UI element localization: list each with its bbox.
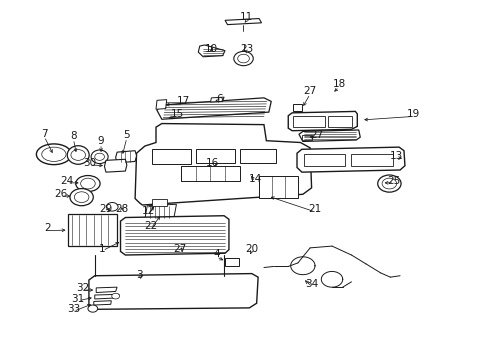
- Ellipse shape: [76, 176, 100, 192]
- Text: 34: 34: [305, 279, 318, 289]
- Bar: [351, 154, 392, 166]
- Circle shape: [381, 178, 396, 189]
- Polygon shape: [298, 130, 360, 141]
- Polygon shape: [198, 45, 224, 57]
- Text: 10: 10: [204, 44, 218, 54]
- Bar: [181, 166, 239, 181]
- Polygon shape: [287, 111, 357, 131]
- Polygon shape: [224, 18, 261, 24]
- Polygon shape: [156, 100, 166, 109]
- Text: 27: 27: [309, 130, 323, 140]
- Text: 1: 1: [99, 244, 105, 253]
- Circle shape: [233, 51, 253, 66]
- Polygon shape: [95, 294, 119, 299]
- Ellipse shape: [67, 146, 89, 164]
- Bar: [152, 199, 166, 206]
- Text: 6: 6: [216, 94, 222, 104]
- Text: 32: 32: [76, 283, 89, 293]
- Text: 33: 33: [66, 304, 80, 314]
- Polygon shape: [144, 204, 176, 219]
- Text: 25: 25: [387, 176, 400, 186]
- Text: 8: 8: [70, 131, 77, 141]
- Polygon shape: [116, 151, 136, 163]
- Text: 20: 20: [244, 244, 258, 253]
- Text: 21: 21: [308, 204, 321, 214]
- Bar: [224, 257, 238, 266]
- Bar: [196, 149, 234, 163]
- Text: 9: 9: [98, 136, 104, 147]
- Text: 28: 28: [115, 204, 128, 214]
- Text: 24: 24: [61, 176, 74, 186]
- Text: 2: 2: [44, 223, 51, 233]
- Text: 16: 16: [206, 158, 219, 168]
- Polygon shape: [296, 147, 404, 172]
- Bar: [292, 104, 301, 111]
- Text: 18: 18: [332, 79, 345, 89]
- Bar: [303, 154, 345, 166]
- Text: 4: 4: [213, 249, 219, 259]
- Text: 12: 12: [142, 206, 155, 216]
- Ellipse shape: [41, 147, 66, 161]
- Text: 27: 27: [303, 86, 316, 96]
- Text: 23: 23: [240, 44, 253, 54]
- Bar: [292, 116, 324, 127]
- Text: 19: 19: [406, 109, 420, 119]
- Text: 30: 30: [83, 158, 96, 168]
- Circle shape: [74, 192, 89, 203]
- Circle shape: [71, 150, 85, 160]
- Bar: [259, 176, 297, 198]
- Polygon shape: [157, 98, 271, 119]
- Polygon shape: [89, 274, 258, 309]
- Text: 26: 26: [54, 189, 67, 199]
- Text: 29: 29: [99, 204, 112, 214]
- Text: 14: 14: [248, 174, 261, 184]
- Circle shape: [88, 305, 98, 312]
- Polygon shape: [120, 216, 228, 255]
- Text: 31: 31: [71, 294, 84, 303]
- Text: 27: 27: [173, 244, 186, 253]
- Ellipse shape: [377, 175, 400, 192]
- Polygon shape: [96, 287, 117, 293]
- Circle shape: [112, 293, 119, 299]
- Circle shape: [237, 54, 249, 63]
- Bar: [68, 214, 117, 246]
- Text: 11: 11: [240, 13, 253, 22]
- Text: 22: 22: [144, 221, 158, 231]
- Text: 13: 13: [389, 151, 402, 161]
- Bar: [239, 149, 276, 163]
- Text: 17: 17: [177, 96, 190, 107]
- Ellipse shape: [36, 144, 71, 165]
- Polygon shape: [135, 123, 311, 205]
- Circle shape: [106, 203, 118, 211]
- Ellipse shape: [91, 150, 108, 163]
- Polygon shape: [104, 159, 126, 172]
- Bar: [327, 116, 352, 127]
- Ellipse shape: [70, 189, 93, 206]
- Circle shape: [81, 178, 95, 189]
- Bar: [301, 135, 311, 140]
- Polygon shape: [210, 97, 224, 102]
- Text: 3: 3: [136, 270, 143, 280]
- Text: 7: 7: [41, 129, 47, 139]
- Text: 5: 5: [123, 130, 130, 140]
- Polygon shape: [94, 301, 111, 305]
- Text: 15: 15: [170, 109, 183, 119]
- Circle shape: [95, 153, 104, 160]
- Bar: [152, 149, 191, 164]
